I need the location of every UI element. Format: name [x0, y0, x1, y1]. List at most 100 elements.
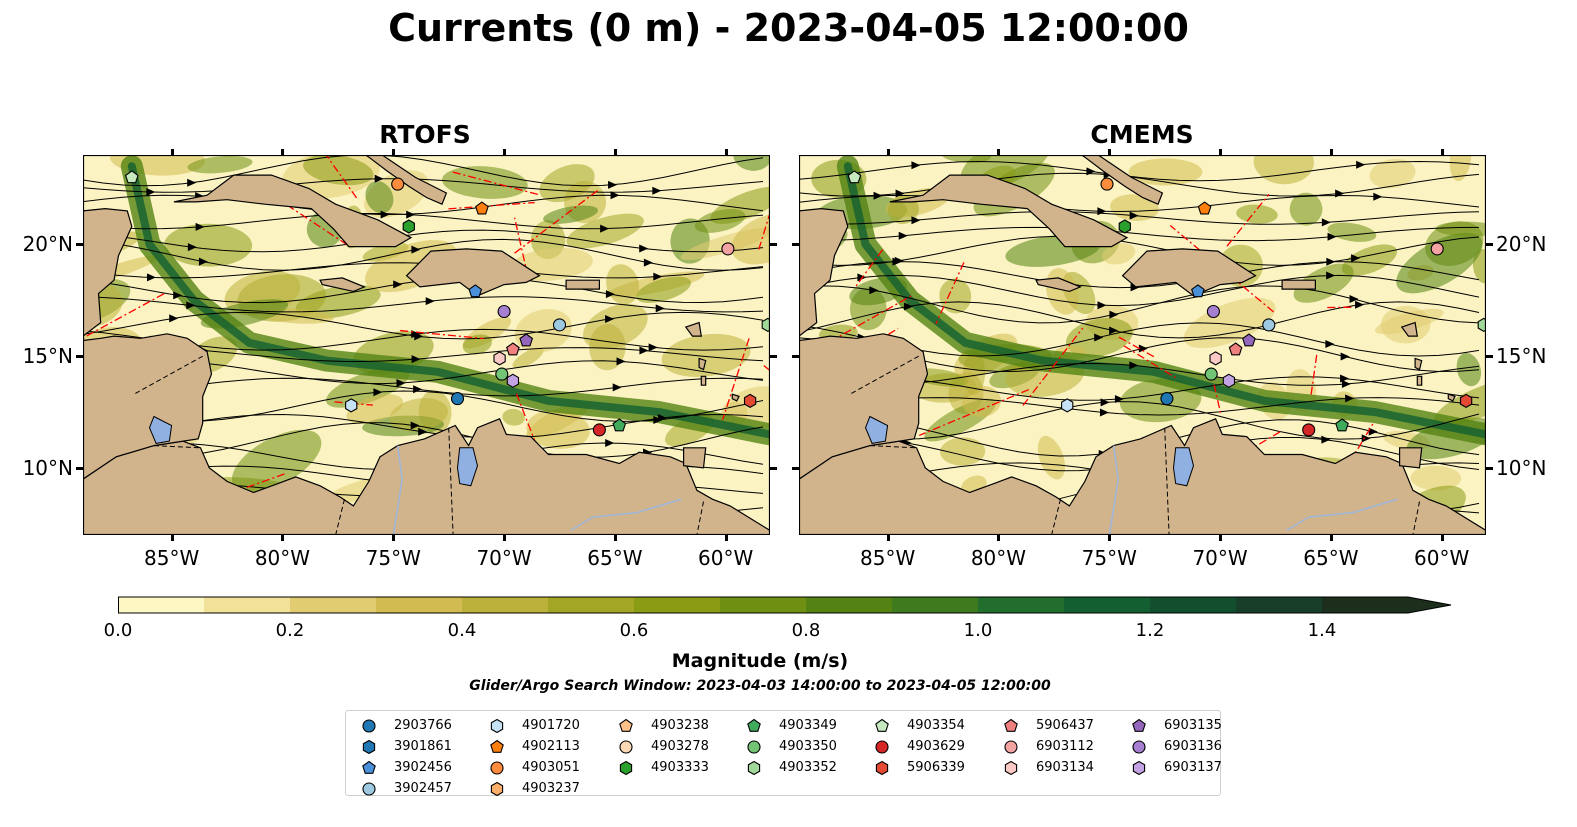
circle-marker-icon — [362, 781, 376, 796]
pentagon-marker-icon — [619, 718, 633, 732]
tick-mark — [1486, 466, 1493, 470]
legend-label: 3902457 — [394, 781, 452, 796]
colorbar-tick-label: 0.2 — [275, 620, 305, 641]
tick-mark — [724, 535, 728, 541]
legend-label: 6903112 — [1036, 739, 1094, 754]
float-marker-4903629 — [592, 423, 606, 437]
tick-mark — [76, 243, 83, 247]
legend-label: 4903237 — [522, 781, 580, 796]
circle-marker-icon — [747, 739, 761, 754]
float-marker-3902457 — [552, 318, 567, 332]
tick-mark — [392, 535, 396, 541]
tick-mark — [792, 243, 799, 247]
float-marker-4903354 — [124, 170, 139, 184]
tick-mark — [770, 466, 777, 470]
float-marker-2903766 — [1160, 392, 1174, 406]
pentagon-marker-icon — [747, 718, 761, 732]
legend-label: 4901720 — [522, 718, 580, 733]
axis-tick-label: 20°N — [1496, 232, 1547, 257]
colorbar-tick-label: 0.4 — [447, 620, 477, 641]
axis-tick-label: 60°W — [1414, 546, 1470, 570]
float-marker-6903136 — [1206, 304, 1220, 319]
float-marker-6903134 — [493, 351, 506, 366]
float-marker-4902113 — [1197, 201, 1212, 215]
float-marker-4903350 — [495, 367, 509, 381]
float-marker-5906437 — [506, 342, 520, 356]
legend-label: 4903333 — [651, 760, 709, 775]
legend-item-3902457: 3902457 — [361, 778, 452, 799]
axis-tick-label: 80°W — [254, 546, 311, 570]
map-panel-rtofs — [83, 155, 770, 535]
tick-mark — [886, 535, 890, 541]
tick-mark — [1108, 149, 1112, 155]
legend-label: 6903135 — [1164, 718, 1222, 733]
legend-label: 4903051 — [522, 760, 580, 775]
float-marker-4903349 — [612, 418, 627, 432]
tick-mark — [792, 466, 799, 470]
float-marker-3902457 — [1262, 318, 1276, 332]
legend-label: 5906339 — [907, 760, 965, 775]
tick-mark — [503, 535, 507, 541]
axis-tick-label: 15°N — [1496, 344, 1547, 369]
legend-label: 4903354 — [907, 718, 965, 733]
legend-item-4901720: 4901720 — [489, 715, 580, 736]
axis-tick-label: 10°N — [22, 455, 73, 480]
hexagon-marker-icon — [875, 760, 889, 775]
tick-mark — [1329, 149, 1333, 155]
legend-item-4903352: 4903352 — [746, 757, 837, 778]
axis-tick-label: 60°W — [698, 546, 754, 570]
colorbar-tick-label: 0.0 — [103, 620, 133, 641]
float-marker-4902113 — [475, 201, 489, 215]
pentagon-marker-icon — [362, 760, 376, 774]
float-marker-6903136 — [497, 304, 511, 319]
colorbar-ticks: 0.0 0.2 0.4 0.6 0.8 1.0 1.2 1.4 — [0, 620, 1577, 646]
hexagon-marker-icon — [362, 739, 376, 754]
float-marker-4903629 — [1302, 423, 1316, 437]
panel-title-cmems: CMEMS — [1090, 120, 1194, 149]
axis-tick-label: 80°W — [970, 546, 1027, 570]
float-marker-6903135 — [1242, 333, 1256, 347]
circle-marker-icon — [619, 739, 633, 754]
float-marker-6903134 — [1209, 351, 1222, 366]
float-marker-4903051 — [1100, 177, 1114, 191]
axis-tick-label: 20°N — [22, 232, 73, 257]
legend-label: 4902113 — [522, 739, 580, 754]
circle-marker-icon — [1004, 739, 1018, 754]
legend-item-4903238: 4903238 — [618, 715, 709, 736]
axis-tick-label: 70°W — [1192, 546, 1248, 570]
figure-title: Currents (0 m) - 2023-04-05 12:00:00 — [388, 6, 1189, 50]
legend-item-4903333: 4903333 — [618, 757, 709, 778]
colorbar-label: Magnitude (m/s) — [671, 650, 849, 672]
colorbar-tick-label: 1.4 — [1307, 620, 1337, 641]
legend-item-5906437: 5906437 — [1003, 715, 1094, 736]
tick-mark — [1486, 243, 1493, 247]
circle-marker-icon — [362, 718, 376, 733]
tick-mark — [281, 149, 285, 155]
float-marker-6903135 — [519, 333, 534, 347]
circle-marker-icon — [490, 760, 504, 775]
legend-label: 4903629 — [907, 739, 965, 754]
float-marker-4903333 — [1118, 219, 1131, 234]
hexagon-marker-icon — [747, 760, 761, 775]
float-marker-3902456 — [468, 284, 483, 298]
hexagon-marker-icon — [490, 718, 504, 733]
tick-mark — [1440, 535, 1444, 541]
legend-label: 6903137 — [1164, 760, 1222, 775]
tick-mark — [1486, 355, 1493, 359]
tick-mark — [503, 149, 507, 155]
legend-item-4903354: 4903354 — [874, 715, 965, 736]
tick-mark — [770, 243, 777, 247]
float-marker-4903352 — [1477, 317, 1486, 333]
pentagon-marker-icon — [875, 718, 889, 732]
axis-tick-label: 70°W — [476, 546, 532, 570]
float-marker-4903350 — [1204, 367, 1218, 381]
float-marker-4901720 — [1061, 398, 1074, 413]
tick-mark — [1108, 535, 1112, 541]
axis-tick-label: 75°W — [1081, 546, 1137, 570]
legend-label: 4903350 — [779, 739, 837, 754]
legend-label: 3902456 — [394, 760, 452, 775]
legend-label: 2903766 — [394, 718, 452, 733]
legend-label: 6903136 — [1164, 739, 1222, 754]
map-panel-cmems — [799, 155, 1486, 535]
float-marker-3902456 — [1191, 284, 1205, 298]
